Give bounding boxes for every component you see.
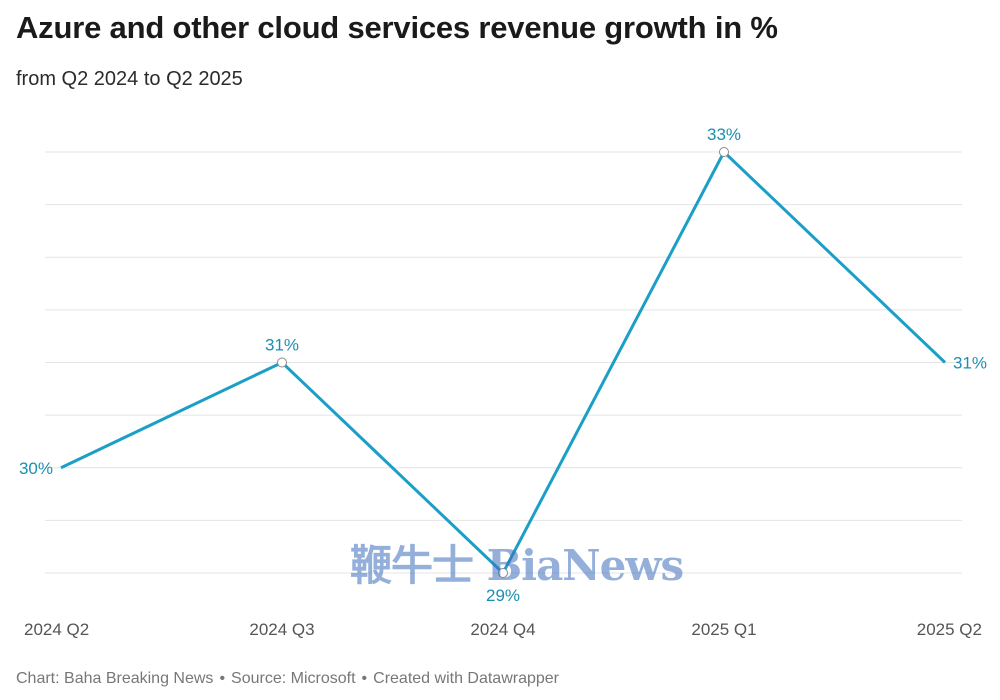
data-point — [498, 568, 508, 578]
source-note: Source: Microsoft — [231, 670, 356, 687]
data-labels: 30% 31% 29% 33% 31% — [19, 125, 987, 605]
watermark-logo: 鞭牛士 BiaNews — [350, 541, 684, 590]
data-label: 30% — [19, 459, 53, 478]
x-tick-label: 2025 Q1 — [691, 620, 756, 639]
x-tick-label: 2024 Q3 — [249, 620, 314, 639]
data-point — [277, 357, 287, 368]
chart-footer: Chart: Baha Breaking News • Source: Micros… — [16, 670, 559, 688]
gridlines — [45, 151, 962, 574]
footer-separator: • — [219, 670, 226, 687]
chart-subtitle: from Q2 2024 to Q2 2025 — [16, 68, 243, 90]
data-point — [719, 147, 729, 157]
tool-credit: Created with Datawrapper — [373, 670, 560, 687]
chart-title: Azure and other cloud services revenue g… — [16, 10, 778, 45]
x-tick-label: 2024 Q2 — [24, 620, 89, 639]
x-axis-ticks: 2024 Q2 2024 Q3 2024 Q4 2025 Q1 2025 Q2 — [24, 620, 982, 639]
x-tick-label: 2024 Q4 — [470, 620, 535, 639]
data-label: 29% — [486, 586, 520, 605]
data-label: 31% — [265, 336, 299, 355]
data-label: 33% — [707, 125, 741, 144]
data-label: 31% — [953, 354, 987, 373]
chart-credit: Chart: Baha Breaking News — [16, 670, 214, 687]
footer-separator: • — [361, 670, 368, 687]
x-tick-label: 2025 Q2 — [917, 620, 982, 639]
point-markers — [277, 147, 729, 578]
